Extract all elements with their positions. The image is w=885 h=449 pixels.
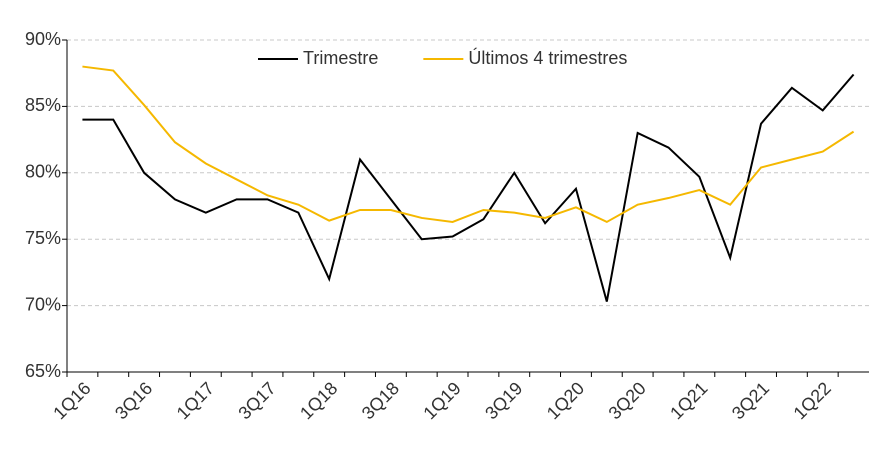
x-tick-label: 3Q20 [605,378,650,423]
y-tick-label: 65% [25,361,61,381]
x-tick-label: 1Q18 [296,378,341,423]
y-tick-label: 80% [25,162,61,182]
x-tick-label: 3Q18 [358,378,403,423]
x-tick-label: 1Q16 [49,378,94,423]
y-tick-label: 75% [25,228,61,248]
x-tick-label: 3Q17 [234,378,279,423]
x-tick-label: 1Q21 [666,378,711,423]
line-series [82,73,855,302]
legend-label: Últimos 4 trimestres [468,47,627,68]
y-tick-label: 85% [25,95,61,115]
x-tick-label: 1Q19 [419,378,464,423]
legend-label: Trimestre [303,48,378,68]
x-tick-label: 1Q22 [790,378,835,423]
y-tick-label: 90% [25,29,61,49]
x-tick-label: 3Q21 [728,378,773,423]
y-tick-label: 70% [25,294,61,314]
x-tick-label: 3Q16 [111,378,156,423]
x-tick-label: 3Q19 [481,378,526,423]
x-tick-label: 1Q20 [543,378,588,423]
line-series [82,65,855,224]
x-tick-label: 1Q17 [173,378,218,423]
